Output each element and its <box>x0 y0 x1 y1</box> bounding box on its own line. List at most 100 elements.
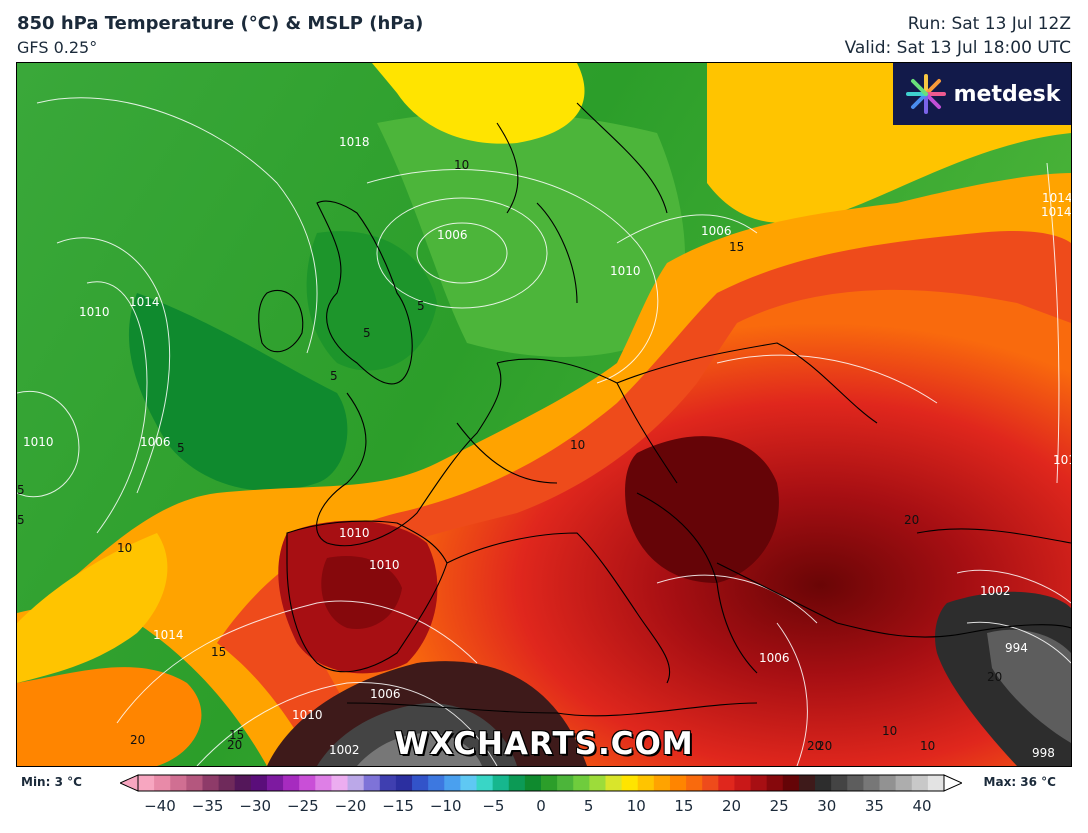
map-canvas <box>17 63 1071 766</box>
colorbar-swatch <box>476 775 494 791</box>
valid-label: Valid: Sat 13 Jul 18:00 UTC <box>844 38 1071 58</box>
colorbar-tick-label: −40 <box>144 797 176 815</box>
colorbar-tick-label: 25 <box>769 797 789 815</box>
colorbar-swatch <box>444 775 461 791</box>
colorbar <box>120 774 962 792</box>
colorbar-swatch <box>815 775 832 791</box>
colorbar-min-arrow <box>120 774 139 792</box>
colorbar-swatch <box>686 775 703 791</box>
isobar-label: 1002 <box>980 584 1011 598</box>
colorbar-swatch <box>589 775 607 791</box>
temperature-contour-label: 15 <box>211 645 227 659</box>
colorbar-swatch <box>879 775 897 791</box>
colorbar-swatch <box>621 775 639 791</box>
chart-title: 850 hPa Temperature (°C) & MSLP (hPa) <box>17 13 424 34</box>
colorbar-ticks: −40 −35 −30 −25 −20 −15 −10 −5 0 5 10 15 20 25 30 35 40 <box>0 797 1088 819</box>
colorbar-tick-label: 15 <box>674 797 694 815</box>
colorbar-swatch <box>847 775 864 791</box>
colorbar-tick-label: −30 <box>239 797 272 815</box>
colorbar-swatch <box>605 775 623 791</box>
colorbar-swatch <box>863 775 881 791</box>
colorbar-tick-label: −25 <box>287 797 319 815</box>
isobar-label: 994 <box>1005 641 1028 655</box>
colorbar-swatch <box>250 775 268 791</box>
colorbar-swatch <box>766 775 784 791</box>
colorbar-swatch <box>315 775 333 791</box>
colorbar-swatch <box>831 775 848 791</box>
colorbar-tick-label: 20 <box>721 797 742 815</box>
colorbar-swatch <box>702 775 719 791</box>
colorbar-swatch <box>927 775 945 791</box>
colorbar-swatch <box>637 775 655 791</box>
colorbar-tick-label: 35 <box>864 797 884 815</box>
colorbar-tick-label: −15 <box>382 797 414 815</box>
colorbar-swatch <box>573 775 590 791</box>
colorbar-tick-label: 40 <box>912 797 932 815</box>
colorbar-swatch <box>283 775 300 791</box>
temperature-contour-label: 5 <box>17 513 25 527</box>
isobar-label: 1014 <box>1042 191 1072 205</box>
temperature-contour-label: 10 <box>570 438 586 452</box>
isobar-label: 1010 <box>292 708 323 722</box>
temperature-map[interactable]: 1018101410101006101010141010100610101014… <box>16 62 1072 767</box>
isobar-label: 1002 <box>329 743 360 757</box>
isobar-label: 1014 <box>1041 205 1072 219</box>
colorbar-swatch <box>782 775 800 791</box>
wxcharts-watermark: WXCHARTS.COM <box>394 726 694 762</box>
colorbar-swatch <box>363 775 381 791</box>
colorbar-swatch <box>669 775 687 791</box>
colorbar-tick-label: −35 <box>191 797 224 815</box>
metdesk-logo-text: metdesk <box>953 81 1061 107</box>
isobar-label: 1014 <box>153 628 184 642</box>
colorbar-swatch <box>138 775 155 791</box>
colorbar-swatch <box>347 775 365 791</box>
colorbar-swatch <box>895 775 913 791</box>
colorbar-swatch <box>170 775 187 791</box>
colorbar-swatch <box>331 775 349 791</box>
colorbar-swatch <box>750 775 768 791</box>
temperature-contour-label: 20 <box>227 738 243 752</box>
colorbar-swatch <box>299 775 316 791</box>
isobar-label: 1010 <box>23 435 54 449</box>
colorbar-swatch <box>234 775 252 791</box>
temperature-contour-label: 5 <box>177 441 185 455</box>
colorbar-swatch <box>395 775 413 791</box>
isobar-label: 1010 <box>610 264 641 278</box>
colorbar-swatch <box>653 775 671 791</box>
isobar-label: 1014 <box>129 295 160 309</box>
colorbar-tick-label: 5 <box>583 797 594 815</box>
colorbar-tick-label: 30 <box>817 797 837 815</box>
isobar-label: 998 <box>1032 746 1055 760</box>
colorbar-swatch <box>492 775 510 791</box>
colorbar-swatch <box>460 775 478 791</box>
temperature-contour-label: 20 <box>130 733 146 747</box>
temperature-contour-label: 5 <box>330 369 338 383</box>
colorbar-swatch <box>186 775 204 791</box>
isobar-label: 1006 <box>759 651 790 665</box>
colorbar-tick-label: −10 <box>429 797 462 815</box>
isobar-label: 1018 <box>339 135 370 149</box>
colorbar-swatch <box>541 775 558 791</box>
colorbar-max-arrow <box>943 774 962 792</box>
colorbar-tick-label: 0 <box>536 797 546 815</box>
temperature-contour-label: 5 <box>17 483 25 497</box>
colorbar-swatch <box>734 775 752 791</box>
temperature-contour-label: 10 <box>454 158 470 172</box>
metdesk-burst-icon <box>905 74 946 114</box>
colorbar-tick-label: −20 <box>334 797 367 815</box>
temperature-contour-label: 5 <box>417 299 425 313</box>
isobar-label: 1010 <box>369 558 400 572</box>
isobar-label: 1010 <box>1053 453 1071 467</box>
colorbar-swatch <box>718 775 736 791</box>
colorbar-swatch <box>911 775 929 791</box>
colorbar-swatch <box>412 775 429 791</box>
colorbar-swatch <box>428 775 445 791</box>
isobar-label: 1006 <box>701 224 732 238</box>
isobar-label: 1010 <box>79 305 110 319</box>
temperature-contour-label: 10 <box>117 541 133 555</box>
colorbar-swatch <box>154 775 171 791</box>
run-label: Run: Sat 13 Jul 12Z <box>907 14 1071 34</box>
temperature-contour-label: 15 <box>229 728 245 742</box>
colorbar-min-label: Min: 3 °C <box>21 775 82 789</box>
temperature-contour-label: 20 <box>817 739 833 753</box>
